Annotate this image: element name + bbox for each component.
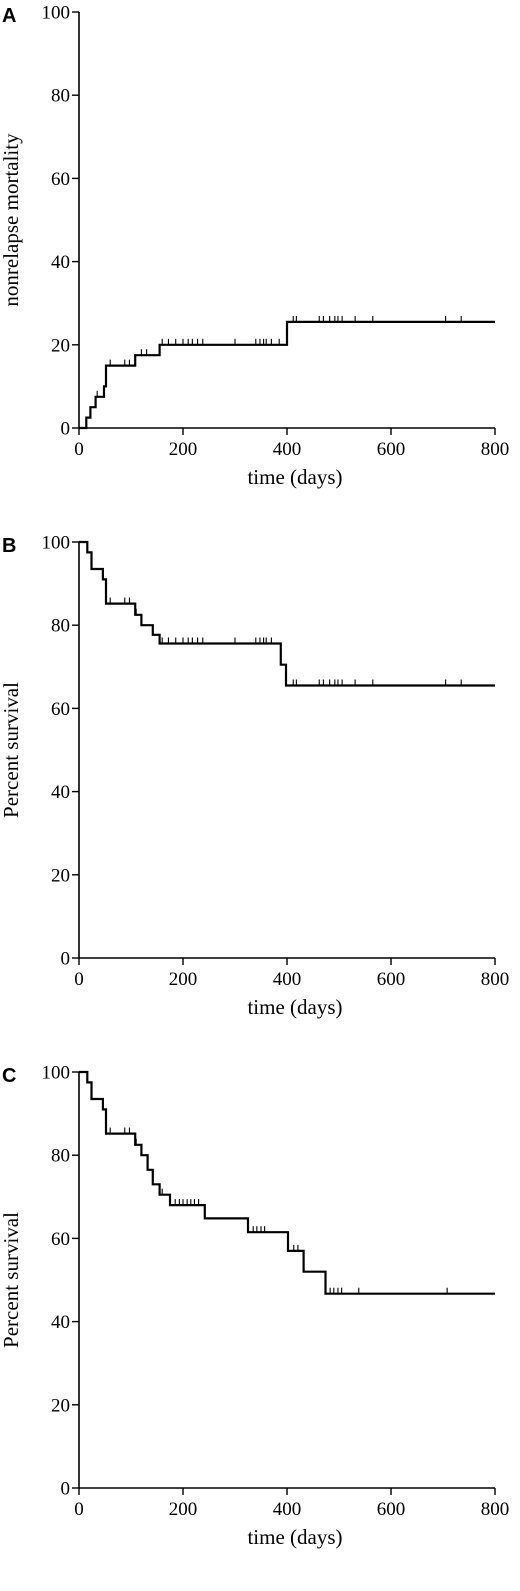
panel-c-survival-curve [79, 1070, 495, 1295]
panel-b-y-tick-label: 60 [51, 699, 70, 720]
panel-a-x-tick-label: 400 [273, 439, 302, 460]
panel-a-x-tick-label: 200 [169, 439, 198, 460]
panel-c-x-axis-title: time (days) [247, 1525, 342, 1549]
panel-a-y-axis-title: nonrelapse mortality [0, 133, 23, 307]
panel-a-survival-curve [79, 320, 495, 430]
panel-b-x-tick-label: 600 [377, 969, 406, 990]
panel-c-y-tick-label: 40 [51, 1312, 70, 1333]
panel-c-y-tick-label: 100 [42, 1063, 71, 1084]
panel-c-letter: C [2, 1065, 16, 1087]
panel-b: B 0 20 40 60 80 100 0 200 400 600 800 time (days) Per… [0, 533, 509, 1020]
panel-a: A 0 20 40 60 80 100 0 200 400 600 800 time (days) non… [0, 3, 509, 490]
panel-a-y-tick-label: 60 [51, 169, 70, 190]
panel-b-x-tick-label: 800 [481, 969, 510, 990]
panel-b-x-axis-title: time (days) [247, 995, 342, 1019]
panel-c-x-tick-label: 400 [273, 1499, 302, 1520]
panel-a-y-tick-label: 40 [51, 252, 70, 273]
panel-c-y-tick-label: 80 [51, 1146, 70, 1167]
panel-b-y-tick-label: 0 [61, 949, 71, 970]
panel-c-x-tick-label: 600 [377, 1499, 406, 1520]
panel-a-y-tick-label: 0 [61, 419, 71, 440]
panel-b-letter: B [2, 535, 16, 557]
panel-c-y-tick-label: 60 [51, 1229, 70, 1250]
panel-c-x-tick-label: 0 [74, 1499, 84, 1520]
panel-a-x-tick-label: 0 [74, 439, 84, 460]
panel-c-y-tick-label: 0 [61, 1479, 71, 1500]
panel-a-letter: A [2, 5, 16, 27]
panel-c-x-tick-label: 800 [481, 1499, 510, 1520]
panel-b-x-tick-label: 0 [74, 969, 84, 990]
panel-c-y-axis-title: Percent survival [0, 1212, 23, 1348]
panel-c-y-tick-label: 20 [51, 1395, 70, 1416]
panel-b-y-tick-label: 100 [42, 533, 71, 554]
panel-a-x-tick-label: 600 [377, 439, 406, 460]
panel-b-x-tick-label: 200 [169, 969, 198, 990]
panel-c: C 0 20 40 60 80 100 0 200 400 600 800 time (days) Per… [0, 1063, 509, 1550]
panel-b-y-tick-label: 40 [51, 782, 70, 803]
panel-a-y-tick-label: 80 [51, 86, 70, 107]
panel-b-survival-curve [79, 540, 495, 687]
panel-b-y-tick-label: 20 [51, 865, 70, 886]
panel-b-y-tick-label: 80 [51, 616, 70, 637]
panel-a-x-axis-title: time (days) [247, 465, 342, 489]
panel-c-x-tick-label: 200 [169, 1499, 198, 1520]
panel-a-x-tick-label: 800 [481, 439, 510, 460]
panel-b-y-axis-title: Percent survival [0, 682, 23, 818]
panel-a-y-tick-label: 100 [42, 3, 71, 24]
panel-a-y-tick-label: 20 [51, 335, 70, 356]
panel-b-x-tick-label: 400 [273, 969, 302, 990]
